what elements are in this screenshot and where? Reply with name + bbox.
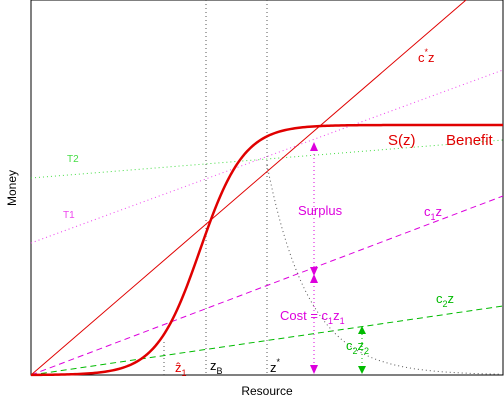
c1z-tail: z <box>436 204 443 219</box>
z-b-sub: B <box>217 366 223 376</box>
c2z2-c: c <box>346 338 353 353</box>
cost-arrow-head-bottom <box>310 365 318 374</box>
c2z2-sub1: 2 <box>353 346 358 356</box>
c2z2-arrow-head-bottom <box>358 366 366 374</box>
c2z2-label: c2z2 <box>346 338 369 356</box>
benefit-function-label: S(z) <box>388 132 416 149</box>
z-hat-sub: 1 <box>182 368 187 378</box>
cost-prefix: Cost = c <box>280 308 329 323</box>
x-axis-label: Resource <box>241 384 293 398</box>
c2z-base: c <box>436 291 443 306</box>
z-b-tick-label: zB <box>210 358 223 376</box>
cost-mid: z <box>333 308 340 323</box>
z-hat-1-tick-label: ẑ1 <box>175 360 187 378</box>
marginal-curve <box>266 164 502 375</box>
surplus-arrow-head-bottom <box>310 267 318 276</box>
cost-sub1: 1 <box>328 316 333 326</box>
z-star-base: z <box>270 360 277 375</box>
benefit-curve <box>30 123 503 377</box>
cost-arrow-head-top <box>310 274 318 283</box>
c-star-base: c <box>418 50 425 65</box>
t1-label: T1 <box>63 210 75 221</box>
z-b-base: z <box>210 358 217 373</box>
surplus-arrow-head-top <box>310 142 318 151</box>
c2z2-sub2: 2 <box>364 346 369 356</box>
t2-label: T2 <box>67 154 79 165</box>
c-star-sup: * <box>425 47 429 57</box>
c2z2-z: z <box>358 338 365 353</box>
y-axis-label: Money <box>5 170 19 206</box>
c1z-sub: 1 <box>431 212 436 222</box>
cost-line-c1 <box>30 195 504 376</box>
z-star-sup: * <box>277 357 281 367</box>
benefit-label: Benefit <box>446 132 494 149</box>
c2z-sub: 2 <box>443 299 448 309</box>
z-hat-base: ẑ <box>175 360 182 375</box>
cost-label: Cost = c1z1 <box>280 308 345 326</box>
c-star-tail: z <box>428 50 435 65</box>
plot-frame <box>30 0 504 376</box>
c1z-base: c <box>424 204 431 219</box>
z-star-tick-label: z* <box>270 357 281 375</box>
c1z-label: c1z <box>424 204 442 222</box>
c2z-label: c2z <box>436 291 454 309</box>
c2z-tail: z <box>448 291 455 306</box>
surplus-label: Surplus <box>298 203 343 218</box>
c-star-z-label: c*z <box>418 47 435 65</box>
tangent-t2-line <box>30 139 504 179</box>
cost-line-c-star <box>30 0 467 376</box>
c2z2-arrow-head-top <box>358 326 366 334</box>
cost-sub2: 1 <box>340 316 345 326</box>
